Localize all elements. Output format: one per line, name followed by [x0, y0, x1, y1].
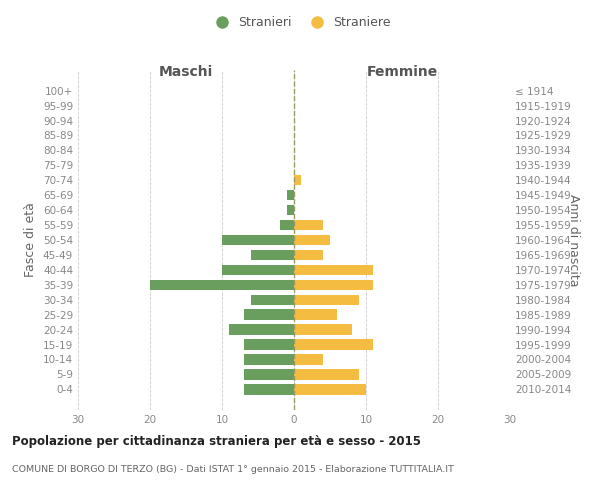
Bar [294, 280, 373, 290]
Bar [244, 340, 294, 349]
Bar [222, 235, 294, 245]
Bar [222, 264, 294, 275]
Bar [294, 175, 301, 186]
Bar [294, 354, 323, 364]
Y-axis label: Anni di nascita: Anni di nascita [567, 194, 580, 286]
Bar [294, 369, 359, 380]
Bar [294, 264, 373, 275]
Bar [244, 384, 294, 394]
Text: Popolazione per cittadinanza straniera per età e sesso - 2015: Popolazione per cittadinanza straniera p… [12, 435, 421, 448]
Text: Femmine: Femmine [367, 64, 437, 78]
Legend: Stranieri, Straniere: Stranieri, Straniere [205, 11, 395, 34]
Bar [294, 340, 373, 349]
Bar [229, 324, 294, 335]
Bar [294, 324, 352, 335]
Bar [294, 250, 323, 260]
Bar [244, 354, 294, 364]
Bar [244, 310, 294, 320]
Bar [287, 205, 294, 216]
Bar [294, 310, 337, 320]
Bar [294, 220, 323, 230]
Bar [287, 190, 294, 200]
Text: Maschi: Maschi [159, 64, 213, 78]
Text: COMUNE DI BORGO DI TERZO (BG) - Dati ISTAT 1° gennaio 2015 - Elaborazione TUTTIT: COMUNE DI BORGO DI TERZO (BG) - Dati IST… [12, 465, 454, 474]
Bar [244, 369, 294, 380]
Bar [150, 280, 294, 290]
Bar [294, 235, 330, 245]
Bar [251, 294, 294, 305]
Bar [280, 220, 294, 230]
Y-axis label: Fasce di età: Fasce di età [25, 202, 37, 278]
Bar [294, 294, 359, 305]
Bar [251, 250, 294, 260]
Bar [294, 384, 366, 394]
